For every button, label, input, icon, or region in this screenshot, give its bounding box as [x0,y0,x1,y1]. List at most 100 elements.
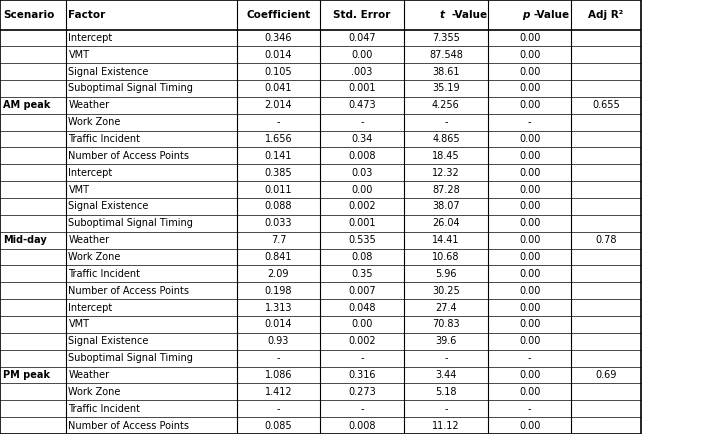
Text: 0.535: 0.535 [348,235,376,245]
Text: 0.141: 0.141 [265,151,292,161]
Text: AM peak: AM peak [3,100,50,110]
Text: 1.412: 1.412 [265,387,292,397]
Text: 0.00: 0.00 [352,50,373,60]
Text: VMT: VMT [68,50,90,60]
Text: Weather: Weather [68,370,109,380]
Text: Intercept: Intercept [68,33,113,43]
Text: 70.83: 70.83 [432,319,459,329]
Text: Mid-day: Mid-day [3,235,47,245]
Text: 0.002: 0.002 [349,201,376,211]
Text: -: - [528,404,531,414]
Text: t: t [440,10,445,20]
Text: 0.00: 0.00 [519,319,540,329]
Text: 0.088: 0.088 [265,201,292,211]
Text: 0.002: 0.002 [349,336,376,346]
Text: -: - [528,117,531,127]
Text: 0.011: 0.011 [265,184,292,194]
Text: 0.00: 0.00 [519,286,540,296]
Text: 87.28: 87.28 [432,184,460,194]
Text: 11.12: 11.12 [432,421,459,431]
Text: Work Zone: Work Zone [68,117,121,127]
Text: 0.00: 0.00 [519,33,540,43]
Text: 0.085: 0.085 [265,421,292,431]
Text: Coefficient: Coefficient [246,10,311,20]
Text: 0.014: 0.014 [265,50,292,60]
Text: -: - [360,353,364,363]
Text: 0.001: 0.001 [349,83,376,93]
Text: 7.355: 7.355 [432,33,460,43]
Text: 0.273: 0.273 [348,387,376,397]
Text: Suboptimal Signal Timing: Suboptimal Signal Timing [68,353,194,363]
Text: 0.014: 0.014 [265,319,292,329]
Text: VMT: VMT [68,184,90,194]
Text: -Value: -Value [534,10,570,20]
Text: 3.44: 3.44 [435,370,456,380]
Text: 2.09: 2.09 [268,269,289,279]
Text: 0.00: 0.00 [519,184,540,194]
Text: -: - [360,117,364,127]
Text: 4.256: 4.256 [432,100,460,110]
Text: 35.19: 35.19 [432,83,459,93]
Text: Work Zone: Work Zone [68,252,121,262]
Text: 0.00: 0.00 [352,319,373,329]
Text: 10.68: 10.68 [432,252,459,262]
Text: p: p [522,10,530,20]
Text: 0.048: 0.048 [349,302,376,312]
Text: Signal Existence: Signal Existence [68,67,149,77]
Text: 5.18: 5.18 [435,387,456,397]
Text: 0.047: 0.047 [349,33,376,43]
Text: 0.346: 0.346 [265,33,292,43]
Text: 0.00: 0.00 [519,302,540,312]
Text: Signal Existence: Signal Existence [68,201,149,211]
Text: 87.548: 87.548 [429,50,463,60]
Text: 0.78: 0.78 [596,235,617,245]
Text: 18.45: 18.45 [432,151,459,161]
Text: Suboptimal Signal Timing: Suboptimal Signal Timing [68,83,194,93]
Text: 0.033: 0.033 [265,218,292,228]
Text: Traffic Incident: Traffic Incident [68,404,141,414]
Text: -: - [277,404,280,414]
Text: Number of Access Points: Number of Access Points [68,286,189,296]
Text: 0.008: 0.008 [349,421,376,431]
Text: -: - [277,117,280,127]
Text: Adj R²: Adj R² [588,10,624,20]
Text: Work Zone: Work Zone [68,387,121,397]
Text: 14.41: 14.41 [432,235,459,245]
Text: VMT: VMT [68,319,90,329]
Text: 0.007: 0.007 [349,286,376,296]
Text: 30.25: 30.25 [432,286,460,296]
Text: 0.655: 0.655 [592,100,620,110]
Text: 0.00: 0.00 [519,269,540,279]
Text: Intercept: Intercept [68,302,113,312]
Text: 38.61: 38.61 [432,67,459,77]
Text: Scenario: Scenario [3,10,55,20]
Text: 0.00: 0.00 [519,370,540,380]
Text: 0.08: 0.08 [352,252,373,262]
Text: 0.385: 0.385 [265,168,292,178]
Text: -: - [444,353,448,363]
Text: Number of Access Points: Number of Access Points [68,421,189,431]
Text: 1.656: 1.656 [265,134,292,144]
Text: -: - [360,404,364,414]
Text: 0.841: 0.841 [265,252,292,262]
Text: -: - [444,404,448,414]
Text: Traffic Incident: Traffic Incident [68,269,141,279]
Text: 0.041: 0.041 [265,83,292,93]
Text: 0.00: 0.00 [519,218,540,228]
Text: 0.001: 0.001 [349,218,376,228]
Text: 0.00: 0.00 [352,184,373,194]
Text: Weather: Weather [68,235,109,245]
Text: 4.865: 4.865 [432,134,459,144]
Text: 0.35: 0.35 [352,269,373,279]
Text: 1.086: 1.086 [265,370,292,380]
Text: 0.93: 0.93 [268,336,289,346]
Text: PM peak: PM peak [3,370,50,380]
Text: Traffic Incident: Traffic Incident [68,134,141,144]
Text: -Value: -Value [451,10,488,20]
Text: 2.014: 2.014 [265,100,292,110]
Text: 0.198: 0.198 [265,286,292,296]
Text: Signal Existence: Signal Existence [68,336,149,346]
Text: Number of Access Points: Number of Access Points [68,151,189,161]
Text: Suboptimal Signal Timing: Suboptimal Signal Timing [68,218,194,228]
Text: -: - [528,353,531,363]
